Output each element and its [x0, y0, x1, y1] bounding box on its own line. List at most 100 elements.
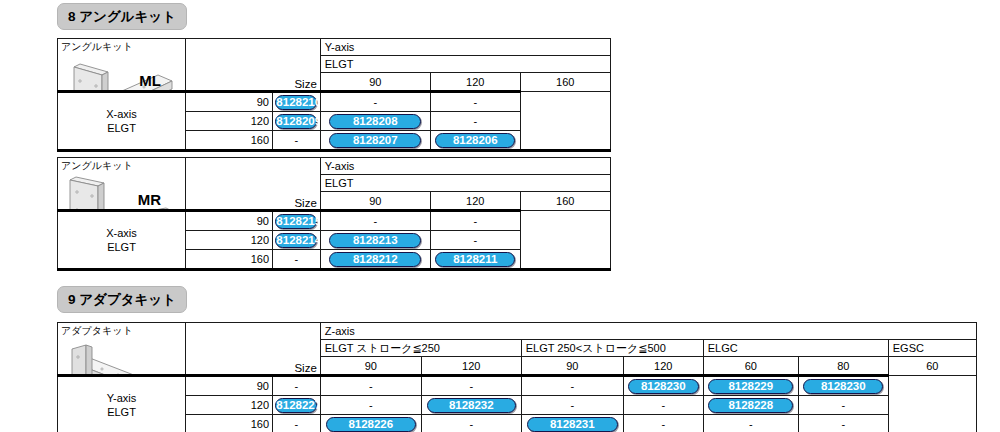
part-number-pill[interactable]: 8128212	[329, 252, 421, 267]
part-number-pill[interactable]: 8128226	[326, 417, 416, 432]
series-header: ELGT	[320, 175, 610, 192]
z-group-header: ELGT ストローク≦250	[320, 340, 521, 357]
adapter-kit-illustration	[58, 333, 182, 376]
empty-value: -	[273, 415, 321, 432]
adapter-kit-image-cell: アダプタキット	[58, 323, 186, 376]
size-label: Size	[294, 362, 316, 374]
empty-value: -	[273, 131, 321, 151]
mr-kit-illustration	[58, 168, 182, 211]
empty-value: -	[623, 415, 703, 432]
empty-value: -	[273, 250, 321, 270]
part-number-cell: 8128232	[421, 396, 521, 415]
adapter-kit-table: アダプタキット	[57, 322, 977, 432]
ml-kit-illustration	[58, 49, 182, 92]
catalog-page: 8 アングルキット アングルキット	[0, 0, 1000, 432]
row-size: 90	[186, 376, 273, 396]
col-size-header: 160	[520, 73, 610, 92]
row-size: 90	[186, 92, 273, 112]
part-number-pill[interactable]: 8128206	[435, 133, 515, 148]
angle-kit-mr-table: アングルキット	[57, 157, 611, 271]
row-size: 160	[186, 415, 273, 432]
empty-value: -	[521, 396, 623, 415]
size-label: Size	[294, 197, 316, 209]
row-size: 90	[186, 211, 273, 231]
part-number-pill[interactable]: 8128213	[329, 233, 421, 248]
z-group-header: ELGT 250<ストローク≦500	[521, 340, 703, 357]
part-number-cell: 8128227	[273, 396, 321, 415]
angle-kit-ml-image-cell: アングルキット	[58, 39, 186, 92]
col-size-header: 120	[430, 73, 520, 92]
part-number-cell: 8128208	[320, 112, 430, 131]
empty-value: -	[798, 396, 888, 415]
section-heading-adapter-kit: 9 アダプタキット	[57, 286, 187, 313]
part-number-cell: 8128231	[521, 415, 623, 432]
empty-value: -	[430, 231, 520, 250]
part-number-pill[interactable]: 8128228	[708, 398, 793, 413]
variant-label-ml: ML	[139, 72, 161, 89]
part-number-pill[interactable]: 8128231	[527, 417, 618, 432]
kit-label: アングルキット	[61, 40, 133, 54]
kit-label: アングルキット	[61, 159, 133, 173]
col-size-header: 80	[798, 357, 888, 376]
part-number-cell: 8128230	[798, 376, 888, 396]
z-axis-header: Z-axis	[320, 323, 976, 340]
row-axis-label: X-axisELGT	[58, 211, 186, 270]
row-size: 160	[186, 250, 273, 270]
empty-value: -	[421, 376, 521, 396]
y-axis-header: Y-axis	[320, 39, 610, 56]
part-number-pill[interactable]: 8128227	[275, 398, 317, 413]
empty-value: -	[798, 415, 888, 432]
part-number-pill[interactable]: 8128208	[329, 114, 421, 129]
part-number-pill[interactable]: 8128229	[708, 379, 793, 394]
row-size: 120	[186, 396, 273, 415]
part-number-pill[interactable]: 8128230	[803, 379, 883, 394]
col-size-header: 90	[320, 357, 421, 376]
part-number-pill[interactable]: 8128207	[329, 133, 421, 148]
part-number-pill[interactable]: 8128211	[435, 252, 515, 267]
part-number-cell: 8128230	[623, 376, 703, 396]
part-number-pill[interactable]: 8128214	[275, 233, 317, 248]
part-number-cell: 8128229	[703, 376, 798, 396]
part-number-pill[interactable]: 8128210	[275, 95, 317, 110]
row-size: 120	[186, 231, 273, 250]
part-number-cell: 8128210	[273, 92, 321, 112]
part-number-pill[interactable]: 8128215	[275, 214, 317, 229]
series-header: ELGT	[320, 56, 610, 73]
part-number-cell: 8128226	[320, 415, 421, 432]
size-corner-cell: Size	[186, 158, 321, 211]
row-axis-label: Y-axisELGT	[58, 376, 186, 432]
empty-value: -	[623, 396, 703, 415]
row-size: 160	[186, 131, 273, 151]
empty-value: -	[521, 376, 623, 396]
z-group-header: ELGC	[703, 340, 888, 357]
part-number-pill[interactable]: 8128232	[427, 398, 516, 413]
col-size-header: 90	[320, 192, 430, 211]
col-size-header: 60	[703, 357, 798, 376]
col-size-header: 120	[430, 192, 520, 211]
empty-value: -	[320, 211, 430, 231]
part-number-cell: 8128212	[320, 250, 430, 270]
col-size-header: 90	[320, 73, 430, 92]
empty-value: -	[430, 92, 520, 112]
y-axis-header: Y-axis	[320, 158, 610, 175]
empty-value: -	[320, 396, 421, 415]
empty-value: -	[320, 92, 430, 112]
col-size-header: 60	[888, 357, 976, 376]
angle-kit-ml-table: アングルキット	[57, 38, 611, 152]
part-number-cell: 8128211	[430, 250, 520, 270]
part-number-pill[interactable]: 8128230	[628, 379, 699, 394]
angle-kit-mr-image-cell: アングルキット	[58, 158, 186, 211]
part-number-cell: 8128213	[320, 231, 430, 250]
z-group-header: EGSC	[888, 340, 976, 357]
size-corner-cell: Size	[186, 39, 321, 92]
row-size: 120	[186, 112, 273, 131]
part-number-cell: 8128215	[273, 211, 321, 231]
empty-value: -	[320, 376, 421, 396]
part-number-cell: 8128206	[430, 131, 520, 151]
part-number-cell: 8128209	[273, 112, 321, 131]
empty-value: -	[703, 415, 798, 432]
part-number-pill[interactable]: 8128209	[275, 114, 317, 129]
part-number-cell: 8128214	[273, 231, 321, 250]
empty-value: -	[273, 376, 321, 396]
empty-value: -	[430, 211, 520, 231]
